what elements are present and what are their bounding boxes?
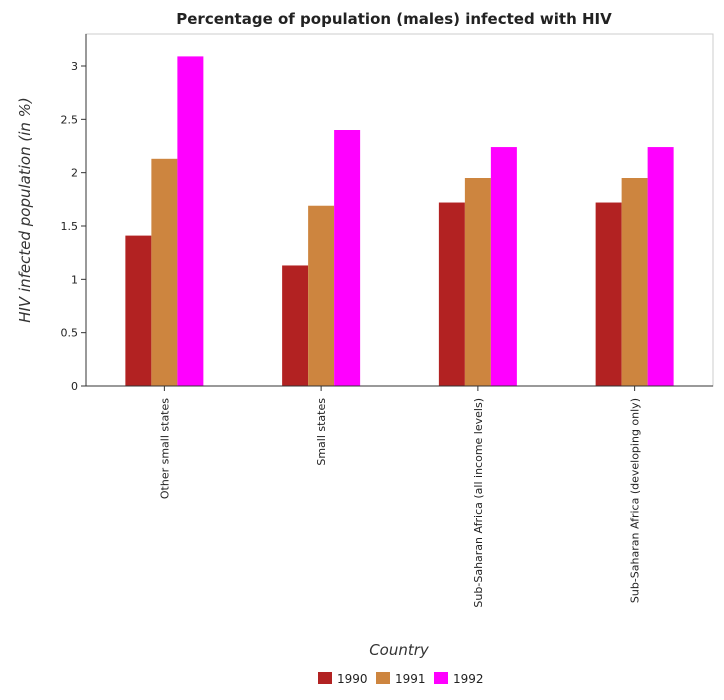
bar [125, 235, 152, 386]
y-tick-label: 0.5 [61, 327, 79, 340]
bar [490, 147, 517, 386]
y-axis-label: HIV infected population (in %) [16, 97, 34, 323]
bar [177, 56, 204, 387]
y-tick-label: 3 [71, 60, 78, 73]
x-tick-label: Sub-Saharan Africa (all income levels) [472, 398, 485, 608]
y-tick-label: 2 [71, 167, 78, 180]
y-tick-label: 0 [71, 380, 78, 393]
legend-label: 1991 [395, 672, 426, 686]
legend-swatch [434, 672, 448, 684]
bar [282, 265, 309, 386]
bar [595, 202, 622, 386]
bar [308, 205, 335, 386]
bar [621, 178, 648, 386]
y-tick-label: 1 [71, 273, 78, 286]
x-tick-label: Other small states [158, 398, 171, 499]
legend-swatch [318, 672, 332, 684]
legend: 1990 1991 1992 [318, 672, 484, 686]
bars [125, 56, 674, 387]
bar [647, 147, 674, 386]
chart-title: Percentage of population (males) infecte… [176, 10, 612, 28]
legend-label: 1990 [337, 672, 368, 686]
x-axis-label: Country [369, 641, 430, 659]
bar [438, 202, 465, 386]
legend-label: 1992 [453, 672, 484, 686]
x-tick-label: Small states [315, 398, 328, 466]
bar [464, 178, 491, 386]
y-axis: 0 0.5 1 1.5 2 2.5 3 [61, 34, 87, 393]
x-tick-label: Sub-Saharan Africa (developing only) [629, 398, 642, 603]
bar [334, 130, 361, 386]
y-tick-label: 2.5 [61, 113, 79, 126]
x-axis: Other small states Small states Sub-Sahara… [86, 385, 713, 608]
legend-swatch [376, 672, 390, 684]
bar [151, 158, 178, 386]
y-tick-label: 1.5 [61, 220, 79, 233]
